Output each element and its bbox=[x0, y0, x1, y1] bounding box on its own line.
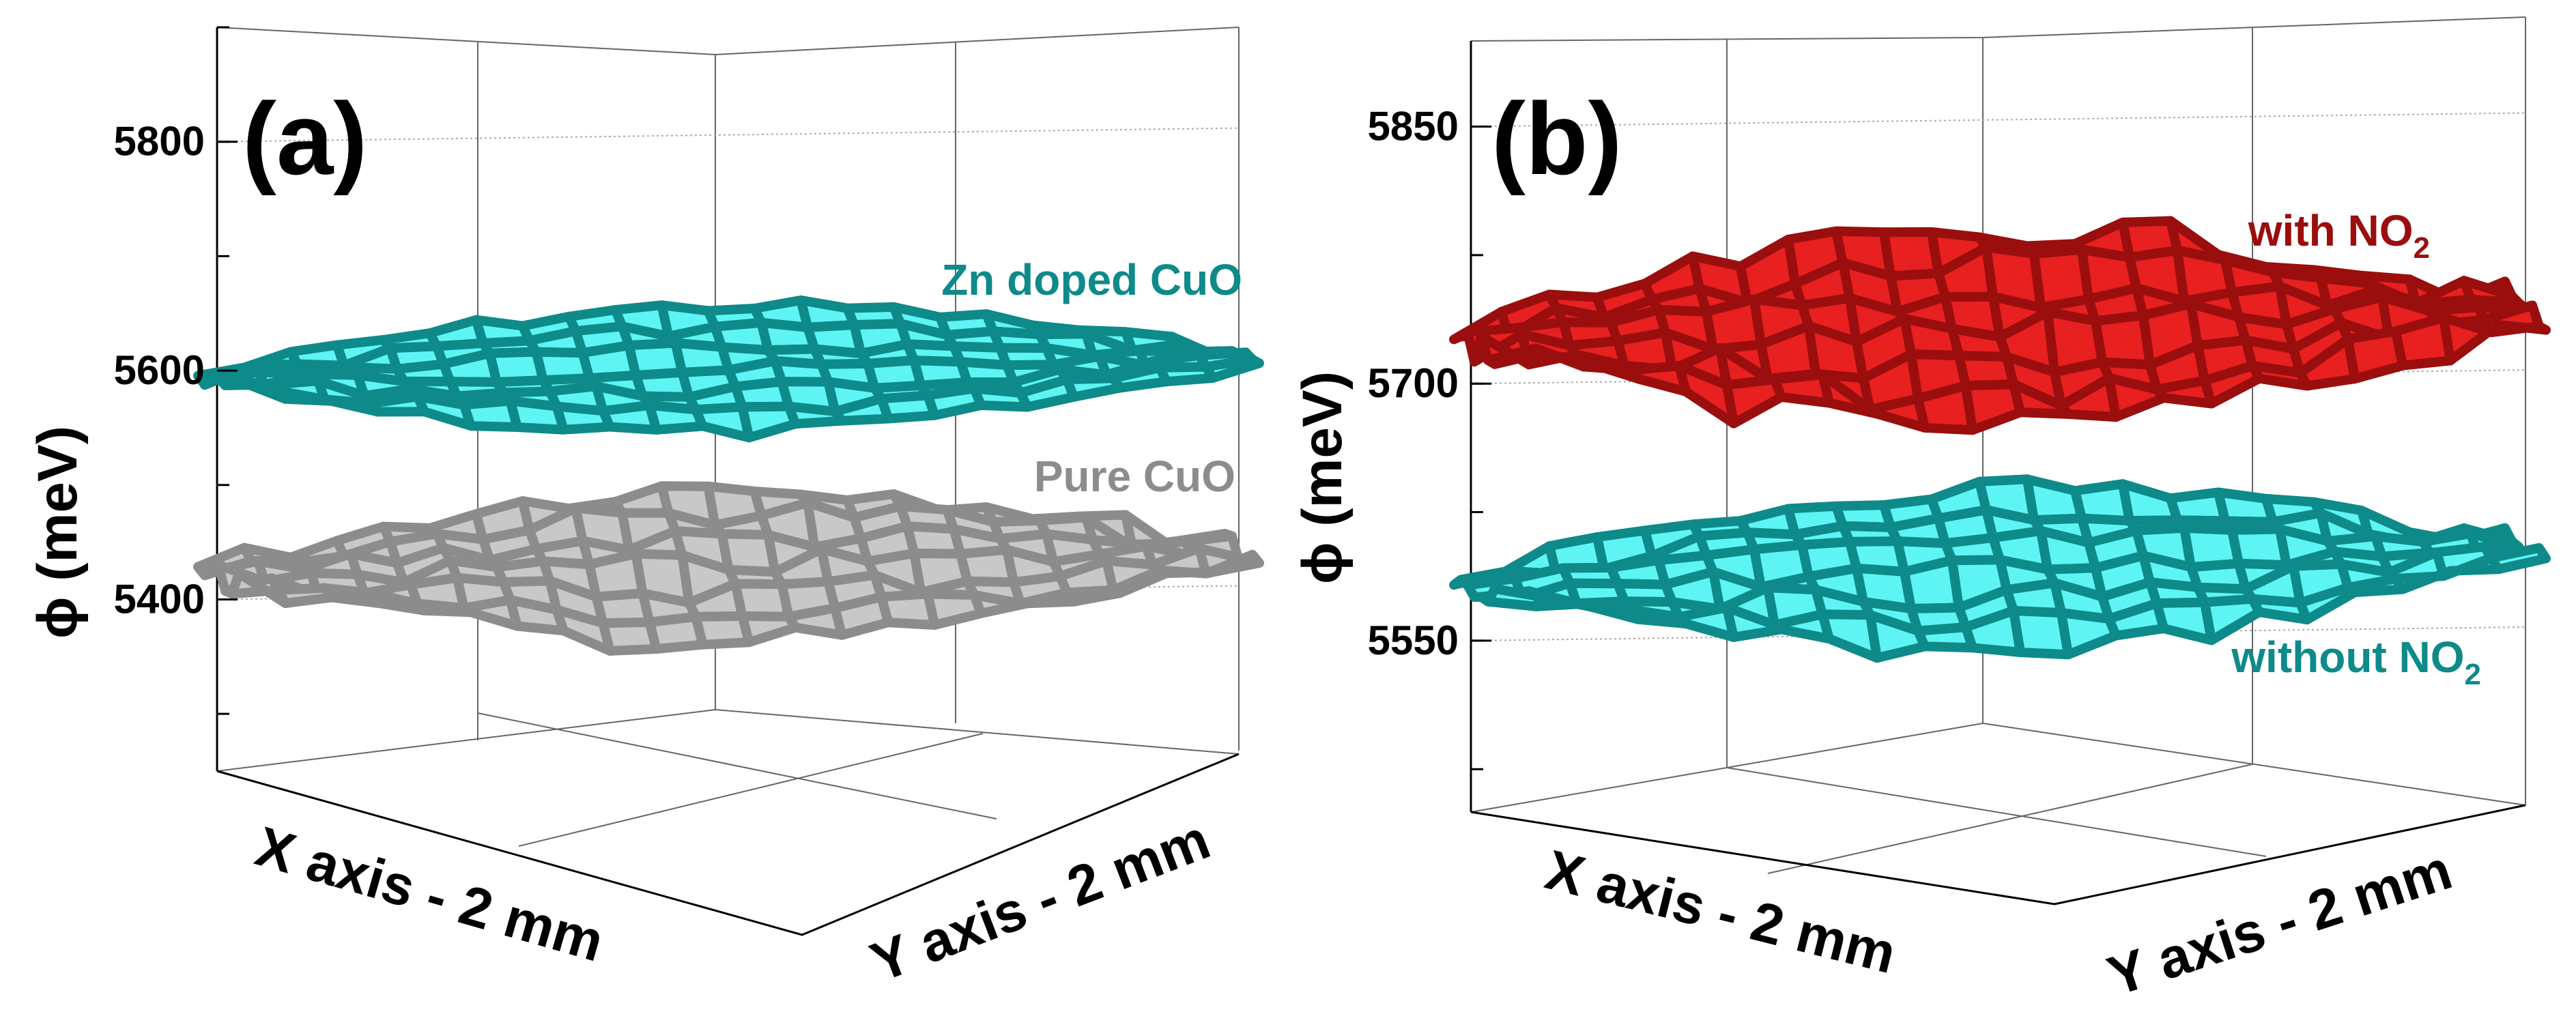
panel-a-label: (a) bbox=[242, 81, 367, 196]
panel-a-z-tick-label: 5800 bbox=[114, 119, 205, 164]
panel-b-floor-front bbox=[1470, 804, 2526, 905]
surface-cell bbox=[1201, 549, 1264, 579]
panel-b-z-label: ϕ (meV) bbox=[1291, 371, 1354, 584]
panel-b-back-top bbox=[1470, 16, 2526, 42]
surface-cell bbox=[1201, 354, 1264, 383]
panel-a-z-gridline bbox=[216, 127, 1240, 143]
series-label-pure-cuo: Pure CuO bbox=[1034, 452, 1235, 501]
series-label-zn-doped-cuo: Zn doped CuO bbox=[941, 255, 1242, 304]
panel-a-back-wall-top bbox=[216, 27, 1240, 56]
surface-zn-doped-cuo bbox=[193, 295, 1264, 443]
panel-a-z-tick-label: 5400 bbox=[114, 576, 205, 622]
panel-b-z-tick-label: 5700 bbox=[1368, 360, 1459, 406]
panel-b-z-tick-label: 5550 bbox=[1368, 618, 1459, 663]
panel-a-floor-front bbox=[216, 753, 1240, 936]
series-label-with-no2: with NO2 bbox=[2248, 206, 2430, 265]
panel-b-z-gridline bbox=[1470, 112, 2526, 128]
panel-b-y-label: Y axis - 2 mm bbox=[2100, 839, 2459, 1008]
surface-pure-cuo bbox=[193, 481, 1264, 656]
panel-b: 5550 5700 5850 (b) ϕ (meV) X axis - 2 mm Y… bbox=[1291, 16, 2551, 1008]
panel-a-floor-grid-1 bbox=[477, 712, 997, 820]
panel-a-x-label: X axis - 2 mm bbox=[249, 815, 610, 974]
panel-a-z-label: ϕ (meV) bbox=[27, 426, 89, 639]
panel-b-floor-grid-2 bbox=[1767, 764, 2253, 874]
panel-b-floor-back bbox=[1470, 722, 2526, 813]
panel-a-z-tick-label: 5600 bbox=[114, 347, 205, 393]
series-label-without-no2: without NO2 bbox=[2231, 633, 2481, 691]
surface-cell bbox=[2487, 543, 2551, 575]
panel-b-floor-grid-1 bbox=[1726, 767, 2267, 857]
panel-b-z-tick-label: 5850 bbox=[1368, 104, 1459, 149]
panel-b-label: (b) bbox=[1491, 81, 1622, 196]
panel-a-floor-back bbox=[216, 708, 1240, 772]
surface-with-no2 bbox=[1449, 216, 2551, 435]
surface-without-no2 bbox=[1449, 474, 2551, 663]
panel-a-floor-grid-2 bbox=[518, 733, 984, 847]
panel-b-x-label: X axis - 2 mm bbox=[1540, 839, 1902, 985]
surface-cell bbox=[2487, 319, 2551, 337]
